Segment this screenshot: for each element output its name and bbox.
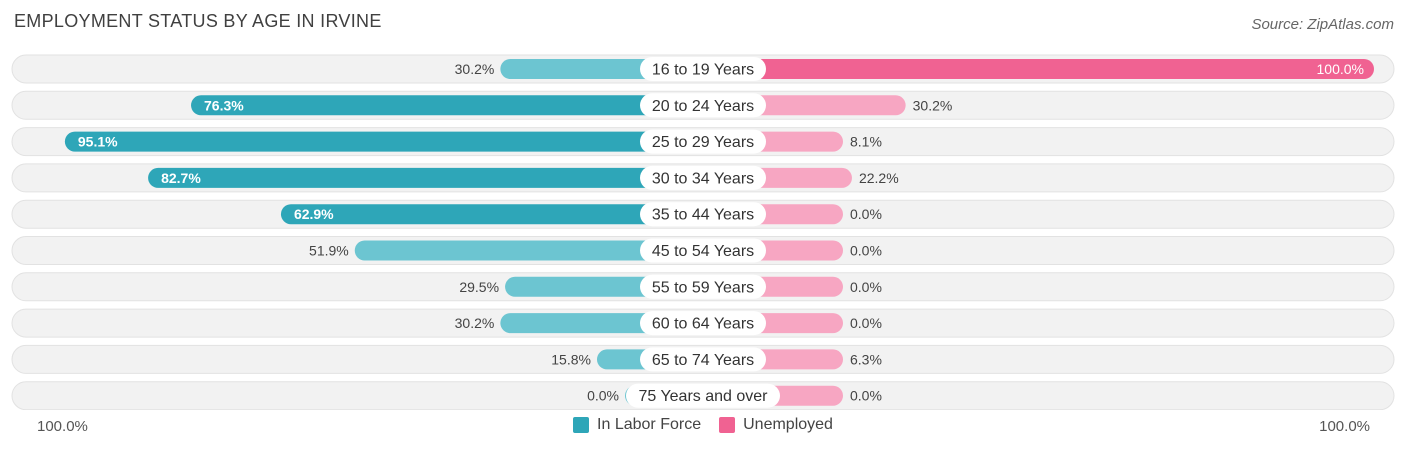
labor-force-value-label: 82.7% — [161, 170, 201, 186]
category-pill — [640, 165, 766, 190]
labor-force-value-label: 62.9% — [294, 206, 334, 222]
axis-right-label: 100.0% — [1319, 418, 1370, 435]
category-label: 16 to 19 Years — [652, 62, 754, 79]
axis-left-label: 100.0% — [37, 418, 88, 435]
labor-force-value-label: 0.0% — [587, 388, 619, 404]
category-pill — [640, 129, 766, 154]
category-label: 30 to 34 Years — [652, 170, 754, 187]
category-label: 20 to 24 Years — [652, 98, 754, 115]
chart-legend: In Labor Force Unemployed — [0, 416, 1406, 434]
labor-force-value-label: 15.8% — [551, 351, 591, 367]
unemployed-value-label: 30.2% — [913, 97, 953, 113]
category-pill — [640, 238, 766, 263]
legend-swatch-unemployed — [719, 417, 736, 433]
employment-chart: 30.2% 100.0% 16 to 19 Years 76.3% 30.2% 20 to… — [11, 54, 1395, 410]
category-pill — [626, 383, 780, 408]
category-label: 55 to 59 Years — [652, 279, 754, 296]
category-pill — [640, 274, 766, 299]
category-pill — [640, 57, 766, 81]
category-label: 75 Years and over — [639, 388, 769, 405]
legend-label-unemployed: Unemployed — [743, 416, 833, 433]
category-pill — [640, 347, 766, 372]
unemployed-value-label: 0.0% — [850, 388, 882, 404]
category-label: 65 to 74 Years — [652, 352, 754, 369]
category-pill — [640, 311, 766, 336]
chart-title: EMPLOYMENT STATUS BY AGE IN IRVINE — [14, 11, 382, 31]
unemployed-value-label: 0.0% — [850, 206, 882, 222]
legend-swatch-labor-force — [573, 417, 590, 433]
labor-force-bar — [280, 204, 703, 225]
unemployed-value-label: 0.0% — [850, 315, 882, 331]
legend-item-unemployed[interactable]: Unemployed — [719, 416, 833, 434]
unemployed-value-label: 0.0% — [850, 279, 882, 295]
labor-force-bar — [148, 167, 703, 188]
labor-force-value-label: 29.5% — [459, 279, 499, 295]
category-label: 35 to 44 Years — [652, 207, 754, 224]
labor-force-value-label: 76.3% — [204, 97, 244, 113]
labor-force-bar — [64, 131, 703, 152]
labor-force-value-label: 95.1% — [78, 134, 118, 150]
category-label: 60 to 64 Years — [652, 316, 754, 333]
unemployed-bar — [703, 59, 1374, 79]
legend-label-labor-force: In Labor Force — [597, 416, 702, 433]
labor-force-bar — [354, 240, 703, 261]
unemployed-value-label: 22.2% — [859, 170, 899, 186]
category-label: 45 to 54 Years — [652, 243, 754, 260]
unemployed-value-label: 100.0% — [1317, 61, 1364, 77]
chart-source: Source: ZipAtlas.com — [1251, 16, 1394, 33]
unemployed-value-label: 6.3% — [850, 351, 882, 367]
category-label: 25 to 29 Years — [652, 134, 754, 151]
category-pill — [640, 93, 766, 118]
unemployed-value-label: 0.0% — [850, 243, 882, 259]
legend-item-labor-force[interactable]: In Labor Force — [573, 416, 701, 434]
labor-force-bar — [191, 95, 704, 116]
labor-force-value-label: 30.2% — [455, 315, 495, 331]
labor-force-value-label: 51.9% — [309, 243, 349, 259]
category-pill — [640, 202, 766, 227]
unemployed-value-label: 8.1% — [850, 134, 882, 150]
labor-force-value-label: 30.2% — [455, 61, 495, 77]
